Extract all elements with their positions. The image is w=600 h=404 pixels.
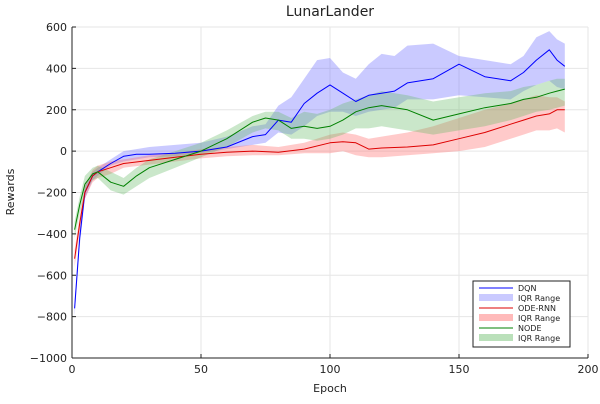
x-tick-label: 100 xyxy=(320,363,341,376)
dqn-median-line xyxy=(74,49,566,309)
y-axis-ticks: −1000 −800 −600 −400 −200 0 200 400 600 xyxy=(30,21,76,365)
ode-rnn-iqr-band xyxy=(74,95,565,267)
chart-title: LunarLander xyxy=(286,4,374,20)
y-tick-label: 600 xyxy=(46,21,67,34)
legend: DQN IQR Range ODE-RNN IQR Range NODE IQR… xyxy=(472,280,571,348)
y-axis-title: Rewards xyxy=(4,168,17,215)
y-tick-label: −400 xyxy=(37,228,67,241)
grid-lines xyxy=(71,26,589,359)
legend-dqn-iqr-label: IQR Range xyxy=(518,294,560,303)
legend-dqn-iqr-swatch xyxy=(479,294,513,301)
y-tick-label: −200 xyxy=(37,187,67,200)
x-tick-label: 50 xyxy=(194,363,208,376)
node-median-line xyxy=(74,88,565,230)
y-tick-label: 0 xyxy=(60,145,67,158)
iqr-bands xyxy=(74,31,565,317)
node-iqr-band xyxy=(74,78,565,238)
dqn-iqr-band xyxy=(74,31,565,317)
y-tick-label: 200 xyxy=(46,104,67,117)
legend-ode-rnn-iqr-label: IQR Range xyxy=(518,314,560,323)
legend-dqn-label: DQN xyxy=(518,284,536,293)
series-lines xyxy=(74,49,566,309)
x-tick-label: 200 xyxy=(578,363,599,376)
x-tick-label: 0 xyxy=(69,363,76,376)
y-tick-label: −1000 xyxy=(30,352,67,365)
legend-node-label: NODE xyxy=(518,324,542,333)
legend-ode-rnn-iqr-swatch xyxy=(479,314,513,321)
x-axis-title: Epoch xyxy=(313,382,347,395)
x-tick-label: 150 xyxy=(449,363,470,376)
legend-box xyxy=(472,280,571,348)
x-axis-ticks: 0 50 100 150 200 xyxy=(69,354,599,376)
y-tick-label: 400 xyxy=(46,62,67,75)
legend-node-iqr-swatch xyxy=(479,334,513,341)
legend-node-iqr-label: IQR Range xyxy=(518,334,560,343)
legend-ode-rnn-label: ODE-RNN xyxy=(518,304,556,313)
y-tick-label: −600 xyxy=(37,269,67,282)
ode-rnn-median-line xyxy=(74,109,565,259)
y-tick-label: −800 xyxy=(37,311,67,324)
